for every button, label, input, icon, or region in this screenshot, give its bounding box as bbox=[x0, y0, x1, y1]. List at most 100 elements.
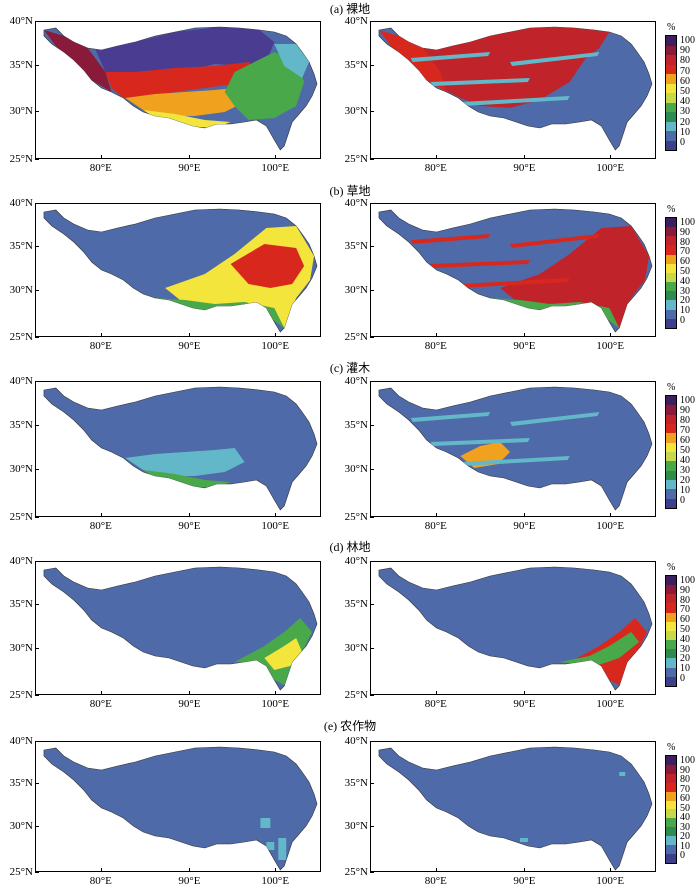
lon-label: 100°E bbox=[261, 875, 290, 887]
colorbar-label: 70 bbox=[680, 425, 690, 436]
colorbar-unit: % bbox=[667, 204, 676, 215]
colorbar-label: 10 bbox=[680, 485, 690, 496]
lat-label: 35°N bbox=[344, 59, 368, 72]
lon-tick bbox=[524, 691, 526, 695]
lon-label: 100°E bbox=[596, 340, 625, 352]
colorbar-segment bbox=[666, 667, 676, 677]
cover-region bbox=[105, 62, 255, 98]
cover-region bbox=[398, 28, 610, 108]
lat-tick bbox=[35, 648, 39, 650]
colorbar-label: 20 bbox=[680, 475, 690, 486]
lat-label: 25°N bbox=[9, 511, 33, 523]
colorbar-unit: % bbox=[667, 742, 676, 753]
colorbar-label: 0 bbox=[680, 850, 685, 861]
cover-region bbox=[125, 88, 245, 116]
plateau-outline bbox=[43, 386, 318, 511]
colorbar-segment bbox=[666, 676, 676, 686]
colorbar-label: 0 bbox=[680, 315, 685, 326]
colorbar-label: 10 bbox=[680, 126, 690, 138]
lon-tick bbox=[524, 513, 526, 517]
lat-label: 40°N bbox=[344, 197, 368, 209]
colorbar-label: 0 bbox=[680, 495, 685, 506]
colorbar-segment bbox=[666, 827, 676, 837]
colorbar-segment bbox=[666, 318, 676, 328]
colorbar-label: 10 bbox=[680, 663, 690, 675]
lon-tick bbox=[275, 155, 277, 159]
lon-tick bbox=[100, 513, 102, 517]
colorbar-label: 50 bbox=[680, 266, 690, 277]
map-svg bbox=[43, 208, 318, 333]
colorbar-segment bbox=[666, 227, 676, 237]
lat-tick bbox=[370, 337, 374, 338]
lon-tick bbox=[435, 691, 437, 695]
map-svg bbox=[378, 566, 653, 691]
colorbar-segment bbox=[666, 658, 676, 668]
colorbar-segment bbox=[666, 218, 676, 228]
cover-region bbox=[410, 412, 600, 466]
colorbar-label: 90 bbox=[680, 764, 690, 776]
colorbar-label: 90 bbox=[680, 45, 690, 57]
lon-tick bbox=[100, 691, 102, 695]
lon-label: 90°E bbox=[513, 698, 536, 710]
colorbar-segment bbox=[666, 836, 676, 846]
map-panel-right bbox=[370, 741, 656, 872]
colorbar-segment bbox=[666, 121, 676, 131]
cover-region bbox=[230, 244, 305, 288]
lon-label: 80°E bbox=[424, 698, 447, 710]
colorbar-label: 80 bbox=[680, 774, 690, 785]
lat-label: 35°N bbox=[344, 597, 368, 610]
map-panel-left bbox=[35, 741, 321, 872]
colorbar-label: 20 bbox=[680, 831, 690, 842]
colorbar-label: 40 bbox=[680, 812, 690, 823]
lat-tick bbox=[370, 381, 374, 382]
panel-title: (c) 灌木 bbox=[329, 361, 371, 375]
colorbar-segment bbox=[666, 74, 676, 84]
lat-label: 25°N bbox=[9, 689, 33, 701]
colorbar-segment bbox=[666, 489, 676, 499]
colorbar-segment bbox=[666, 433, 676, 443]
lat-tick bbox=[370, 872, 374, 873]
lon-label: 90°E bbox=[513, 875, 536, 887]
colorbar-segment bbox=[666, 291, 676, 301]
colorbar-label: 40 bbox=[680, 455, 690, 466]
lat-tick bbox=[370, 245, 374, 247]
colorbar-label: 50 bbox=[680, 86, 690, 97]
colorbar-segment bbox=[666, 612, 676, 622]
lat-tick bbox=[35, 245, 39, 247]
colorbar-segment bbox=[666, 55, 676, 65]
lat-label: 35°N bbox=[344, 776, 368, 789]
map-svg bbox=[43, 746, 318, 871]
colorbar-label: 100 bbox=[680, 395, 695, 406]
lon-tick bbox=[610, 691, 612, 695]
colorbar-segment bbox=[666, 300, 676, 310]
lon-tick bbox=[189, 868, 191, 872]
lon-tick bbox=[189, 155, 191, 159]
lon-tick bbox=[189, 333, 191, 337]
colorbar-segment bbox=[666, 64, 676, 74]
lat-tick bbox=[35, 517, 39, 518]
lat-label: 30°N bbox=[9, 284, 33, 297]
panel-title: (b) 草地 bbox=[329, 184, 371, 198]
cover-region bbox=[274, 44, 310, 78]
colorbar-segment bbox=[666, 131, 676, 141]
colorbar-segment bbox=[666, 442, 676, 452]
colorbar-segment bbox=[666, 112, 676, 122]
map-svg bbox=[378, 26, 653, 151]
colorbar-label: 80 bbox=[680, 236, 690, 248]
plateau-outline bbox=[378, 746, 653, 871]
lon-tick bbox=[524, 868, 526, 872]
lon-label: 80°E bbox=[424, 162, 447, 174]
lon-tick bbox=[275, 513, 277, 517]
colorbar-segment bbox=[666, 396, 676, 406]
lat-label: 40°N bbox=[9, 15, 33, 27]
colorbar-segment bbox=[666, 236, 676, 246]
colorbar-segment bbox=[666, 585, 676, 595]
lat-tick bbox=[35, 203, 39, 204]
colorbar-segment bbox=[666, 254, 676, 264]
colorbar-segment bbox=[666, 764, 676, 774]
cover-region bbox=[224, 52, 305, 120]
cover-region bbox=[410, 234, 600, 288]
lat-label: 25°N bbox=[9, 153, 33, 165]
lon-tick bbox=[275, 333, 277, 337]
colorbar-label: 30 bbox=[680, 643, 690, 655]
